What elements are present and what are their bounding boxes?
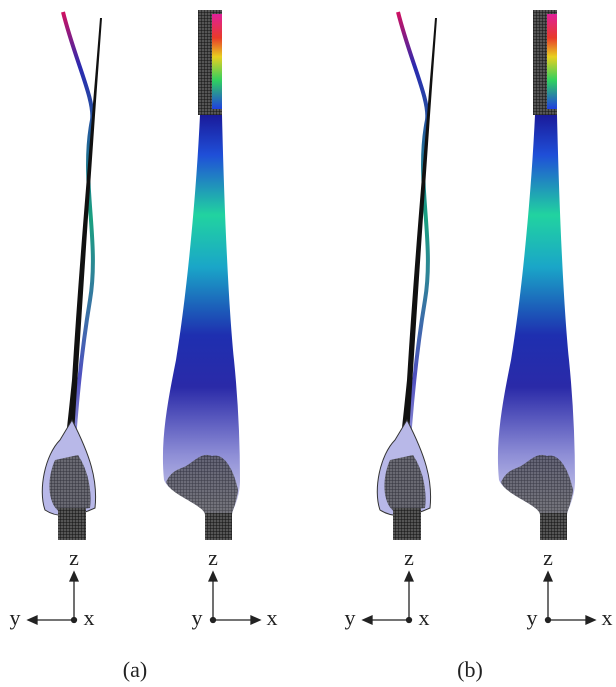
axis-label: x [419, 605, 430, 630]
axis-label: x [267, 605, 278, 630]
panel-b-drawing [363, 10, 595, 624]
axis-label: y [10, 605, 21, 630]
axis-label: y [527, 605, 538, 630]
axis-label: z [69, 545, 79, 570]
figure: (a) z y x z y x (b) z y x z y x [0, 0, 616, 687]
axis-label: z [543, 545, 553, 570]
panel-a-drawing [28, 10, 260, 624]
axis-label: x [84, 605, 95, 630]
caption: (a) [123, 657, 147, 682]
axis-label: x [602, 605, 613, 630]
axis-label: z [404, 545, 414, 570]
axis-label: y [192, 605, 203, 630]
caption: (b) [457, 657, 483, 682]
axis-label: y [345, 605, 356, 630]
axis-label: z [208, 545, 218, 570]
